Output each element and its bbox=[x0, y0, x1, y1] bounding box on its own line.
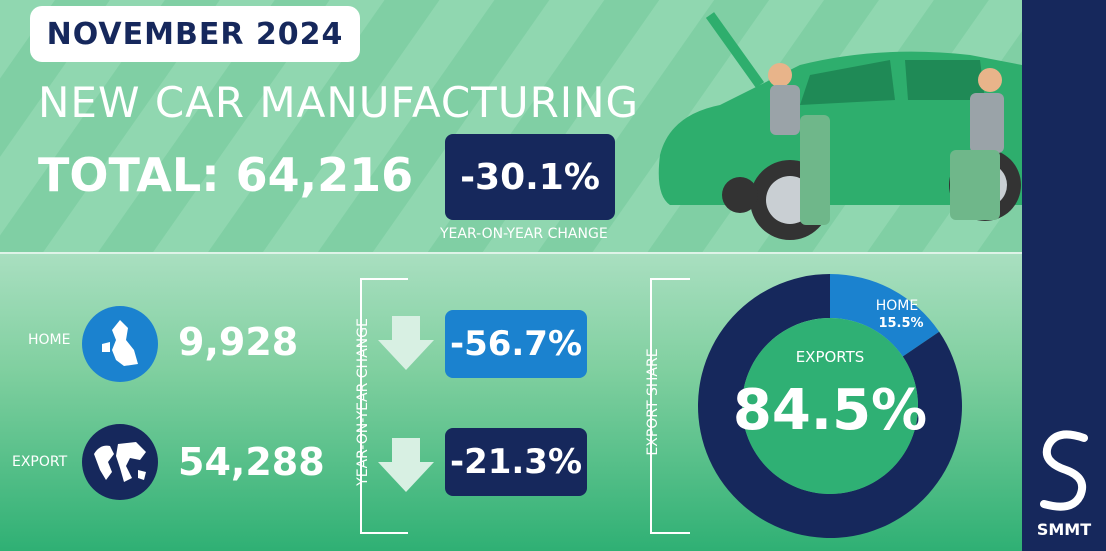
donut-slice-exports bbox=[698, 274, 962, 538]
divider bbox=[0, 252, 1022, 255]
export-share-vertical-label: EXPORT SHARE bbox=[645, 348, 661, 456]
donut-hole bbox=[742, 318, 918, 494]
home-value: 9,928 bbox=[178, 320, 299, 364]
car-illustration bbox=[658, 12, 1022, 240]
exports-slice-label: EXPORTS bbox=[795, 348, 865, 366]
uk-map-icon bbox=[82, 306, 158, 382]
down-arrow-icon bbox=[378, 438, 434, 492]
yoy-change-label: YEAR-ON-YEAR CHANGE bbox=[440, 226, 608, 242]
mechanic-icon bbox=[950, 68, 1004, 220]
export-share-bracket bbox=[650, 278, 690, 534]
total-value: TOTAL: 64,216 bbox=[38, 148, 414, 202]
header-panel: NOVEMBER 2024 NEW CAR MANUFACTURING TOTA… bbox=[0, 0, 1022, 254]
home-slice-value: 15.5% bbox=[878, 316, 924, 331]
home-change-badge: -56.7% bbox=[445, 310, 587, 378]
home-slice-label: HOME bbox=[875, 298, 919, 314]
brand-sidebar bbox=[1022, 0, 1106, 551]
page-title: NEW CAR MANUFACTURING bbox=[38, 78, 640, 127]
donut-slice-home bbox=[830, 274, 940, 357]
mechanic-icon bbox=[768, 63, 830, 225]
yoy-bracket bbox=[360, 278, 408, 534]
export-share-donut-chart bbox=[698, 274, 962, 538]
yoy-change-badge: -30.1% bbox=[445, 134, 615, 220]
down-arrow-icon bbox=[378, 316, 434, 370]
export-value: 54,288 bbox=[178, 440, 325, 484]
export-change-badge: -21.3% bbox=[445, 428, 587, 496]
home-label: HOME bbox=[28, 332, 71, 348]
brand-name: SMMT bbox=[1036, 520, 1092, 539]
exports-slice-value: 84.5% bbox=[732, 378, 928, 443]
export-label: EXPORT bbox=[12, 454, 68, 470]
world-map-icon bbox=[82, 424, 158, 500]
smmt-logo-icon bbox=[1040, 430, 1088, 511]
yoy-vertical-label: YEAR-ON-YEAR CHANGE bbox=[355, 318, 371, 486]
date-badge: NOVEMBER 2024 bbox=[30, 6, 360, 62]
